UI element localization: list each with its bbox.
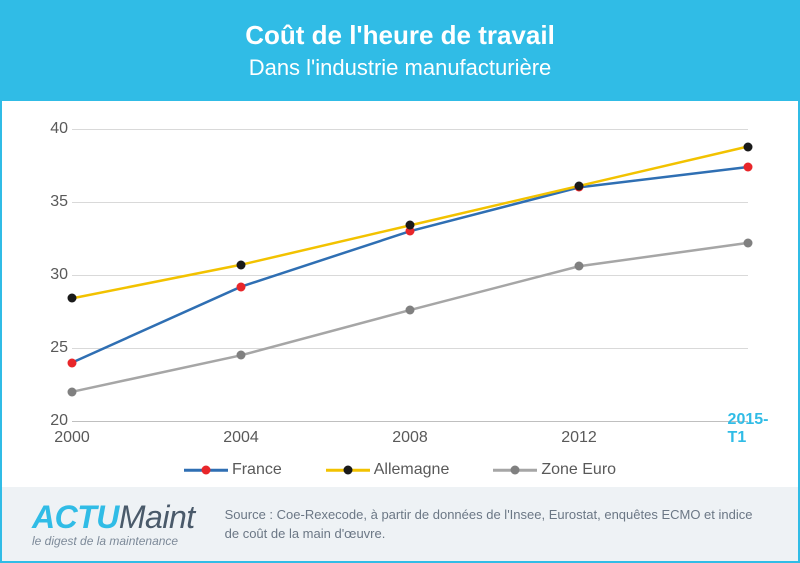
x-axis-tick: 2012	[561, 429, 597, 447]
brand-logo: ACTUMaint le digest de la maintenance	[32, 501, 195, 547]
legend: France Allemagne Zone Euro	[2, 461, 798, 479]
x-axis-tick: 2004	[223, 429, 259, 447]
legend-swatch	[184, 464, 228, 476]
gridline	[72, 421, 748, 422]
source-body: Coe-Rexecode, à partir de données de l'I…	[225, 507, 753, 542]
legend-swatch	[326, 464, 370, 476]
data-point	[237, 260, 246, 269]
data-point	[575, 262, 584, 271]
source-label: Source :	[225, 507, 273, 522]
legend-item: France	[184, 461, 282, 479]
logo-part2: Maint	[119, 499, 195, 535]
x-axis-tick: 2000	[54, 429, 90, 447]
chart-header: Coût de l'heure de travail Dans l'indust…	[2, 2, 798, 101]
y-axis-tick: 30	[50, 266, 68, 284]
chart-area: 202530354020002004200820122015-T1	[42, 121, 758, 451]
data-point	[68, 358, 77, 367]
series-line	[72, 167, 748, 363]
data-point	[575, 181, 584, 190]
data-point	[744, 162, 753, 171]
x-axis-tick: 2008	[392, 429, 428, 447]
plot-region: 202530354020002004200820122015-T1	[72, 129, 748, 421]
data-point	[68, 294, 77, 303]
legend-swatch	[493, 464, 537, 476]
logo-tagline: le digest de la maintenance	[32, 535, 195, 547]
legend-item: Zone Euro	[493, 461, 616, 479]
chart-subtitle: Dans l'industrie manufacturière	[2, 55, 798, 81]
source-text: Source : Coe-Rexecode, à partir de donné…	[225, 505, 768, 544]
y-axis-tick: 25	[50, 339, 68, 357]
data-point	[744, 238, 753, 247]
data-point	[237, 351, 246, 360]
data-point	[406, 306, 415, 315]
legend-label: Allemagne	[374, 461, 450, 479]
legend-label: France	[232, 461, 282, 479]
logo-part1: ACTU	[32, 499, 119, 535]
chart-title: Coût de l'heure de travail	[2, 20, 798, 51]
data-point	[68, 387, 77, 396]
footer: ACTUMaint le digest de la maintenance So…	[2, 487, 798, 561]
data-point	[744, 142, 753, 151]
data-point	[406, 221, 415, 230]
data-point	[237, 282, 246, 291]
legend-label: Zone Euro	[541, 461, 616, 479]
chart-lines	[72, 129, 748, 421]
legend-item: Allemagne	[326, 461, 450, 479]
y-axis-tick: 20	[50, 412, 68, 430]
y-axis-tick: 40	[50, 120, 68, 138]
logo-text: ACTUMaint	[32, 501, 195, 533]
y-axis-tick: 35	[50, 193, 68, 211]
